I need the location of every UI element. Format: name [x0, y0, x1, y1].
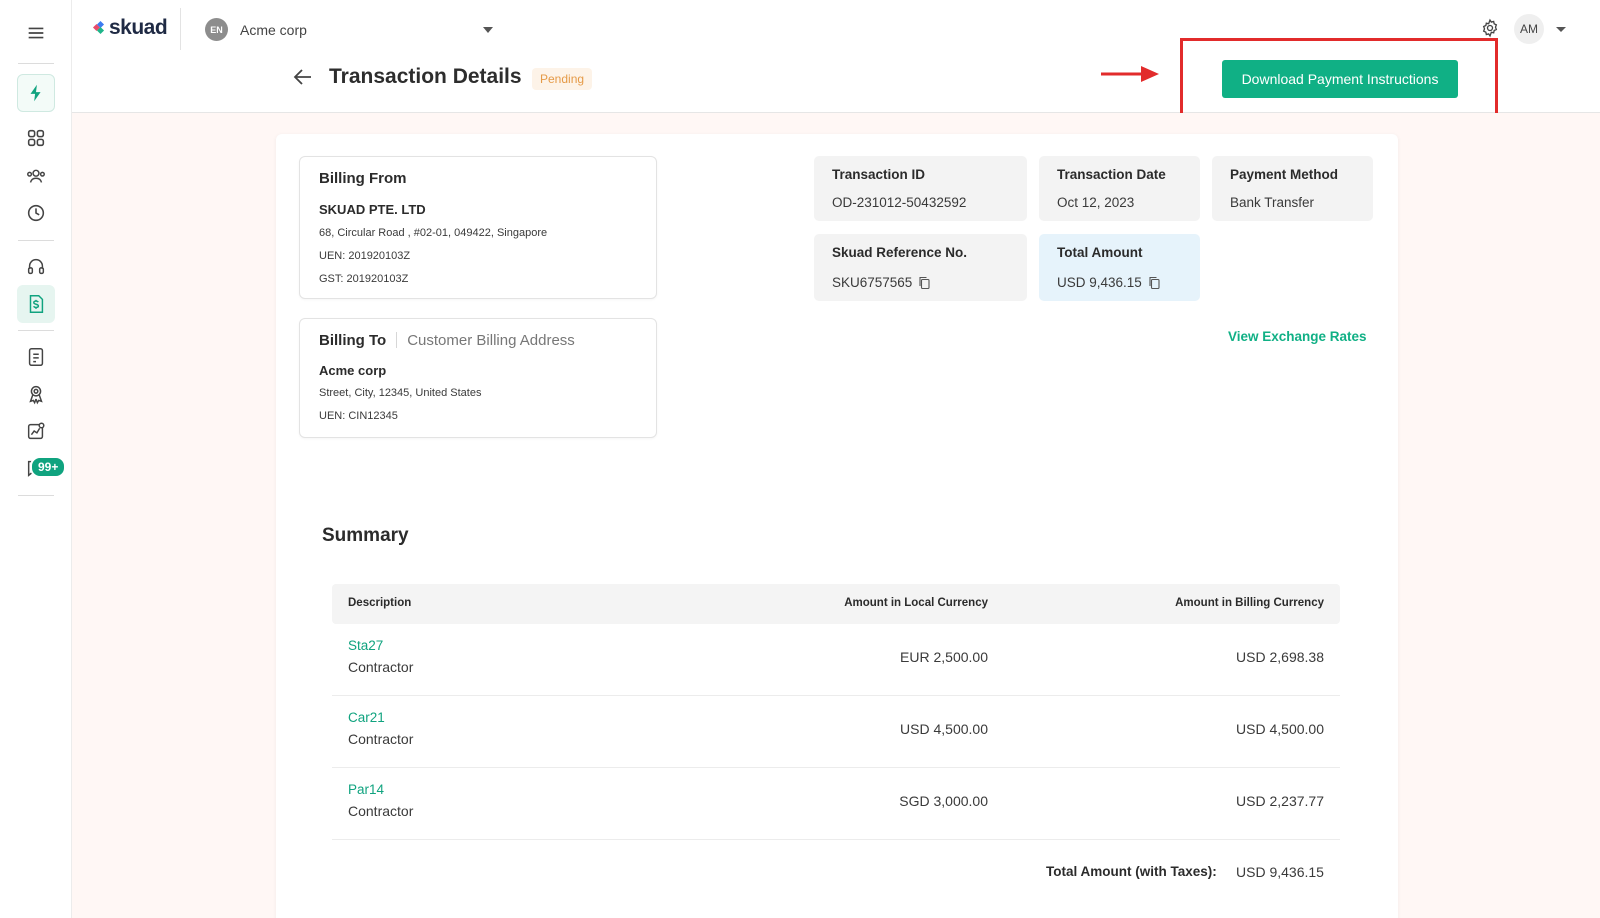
header-billing-currency: Amount in Billing Currency: [1175, 597, 1324, 609]
title-separator: [396, 332, 398, 348]
contractor-type: Contractor: [348, 659, 414, 675]
top-header: skuad EN Acme corp AM Transaction Detail…: [72, 0, 1600, 118]
download-payment-instructions-button[interactable]: Download Payment Instructions: [1222, 60, 1458, 98]
billing-from-title: Billing From: [319, 170, 407, 187]
total-amount-text: USD 9,436.15: [1057, 275, 1142, 290]
people-icon[interactable]: [17, 157, 55, 195]
analytics-icon[interactable]: [17, 412, 55, 450]
page-title: Transaction Details: [329, 65, 522, 88]
total-with-taxes-label: Total Amount (with Taxes):: [1046, 864, 1217, 879]
total-amount-value: USD 9,436.15: [1057, 275, 1160, 290]
contractor-type: Contractor: [348, 731, 414, 747]
skuad-logo[interactable]: skuad: [92, 16, 168, 40]
billing-to-uen: UEN: CIN12345: [319, 410, 398, 422]
table-row: Car21 Contractor USD 4,500.00 USD 4,500.…: [332, 696, 1340, 768]
billing-from-card: Billing From SKUAD PTE. LTD 68, Circular…: [299, 156, 657, 299]
amount-local: USD 4,500.00: [900, 721, 988, 737]
transaction-id-label: Transaction ID: [832, 167, 926, 182]
table-header: Description Amount in Local Currency Amo…: [332, 584, 1340, 624]
chevron-down-icon[interactable]: [1556, 27, 1566, 32]
payment-method-value: Bank Transfer: [1230, 195, 1314, 210]
amount-billing: USD 2,237.77: [1236, 793, 1324, 809]
org-avatar: EN: [205, 18, 228, 41]
view-exchange-rates-link[interactable]: View Exchange Rates: [1228, 329, 1367, 344]
skuad-reference-label: Skuad Reference No.: [832, 245, 968, 260]
contractor-name-link[interactable]: Par14: [348, 782, 385, 797]
dollar-document-icon[interactable]: [17, 285, 55, 323]
sidebar-divider: [18, 330, 54, 331]
chevron-down-icon[interactable]: [483, 27, 493, 33]
contractor-name-link[interactable]: Car21: [348, 710, 385, 725]
skuad-reference-value: SKU6757565: [832, 275, 930, 290]
transaction-id-text: OD-231012-50432592: [832, 195, 967, 210]
amount-local: EUR 2,500.00: [900, 649, 988, 665]
gear-icon[interactable]: [1480, 18, 1500, 38]
headset-icon[interactable]: [17, 248, 55, 286]
billing-from-gst: GST: 201920103Z: [319, 273, 409, 285]
menu-icon[interactable]: [17, 14, 55, 52]
skuad-reference-box: Skuad Reference No. SKU6757565: [814, 234, 1027, 301]
billing-to-heading: Billing To Customer Billing Address: [319, 332, 575, 349]
transaction-id-box: Transaction ID OD-231012-50432592: [814, 156, 1027, 221]
contractor-name-link[interactable]: Sta27: [348, 638, 384, 653]
copy-icon[interactable]: [1148, 276, 1160, 289]
total-amount-label: Total Amount: [1057, 245, 1143, 260]
summary-title: Summary: [322, 525, 409, 546]
total-with-taxes-value: USD 9,436.15: [1236, 864, 1324, 880]
sidebar: 99+: [0, 0, 72, 918]
payment-method-text: Bank Transfer: [1230, 195, 1315, 210]
billing-from-name: SKUAD PTE. LTD: [319, 202, 426, 217]
payment-method-box: Payment Method Bank Transfer: [1212, 156, 1373, 221]
lightning-icon[interactable]: [17, 74, 55, 112]
header-divider: [180, 8, 181, 50]
billing-to-name: Acme corp: [319, 363, 387, 378]
billing-to-subtitle: Customer Billing Address: [407, 332, 575, 349]
report-icon[interactable]: [17, 338, 55, 376]
logo-text: skuad: [109, 16, 168, 39]
user-avatar[interactable]: AM: [1514, 14, 1544, 44]
payment-method-label: Payment Method: [1230, 167, 1339, 182]
header-local-currency: Amount in Local Currency: [844, 597, 988, 609]
table-row: Par14 Contractor SGD 3,000.00 USD 2,237.…: [332, 768, 1340, 840]
copy-icon[interactable]: [918, 276, 930, 289]
org-name: Acme corp: [240, 21, 307, 38]
annotation-arrow-icon: [1101, 66, 1159, 82]
transaction-date-box: Transaction Date Oct 12, 2023: [1039, 156, 1200, 221]
header-description: Description: [348, 597, 412, 609]
transaction-date-value: Oct 12, 2023: [1057, 195, 1134, 210]
amount-local: SGD 3,000.00: [899, 793, 988, 809]
logo-mark-icon: [92, 20, 106, 35]
billing-to-address: Street, City, 12345, United States: [319, 387, 482, 399]
back-arrow-icon[interactable]: [293, 68, 313, 86]
clock-icon[interactable]: [17, 194, 55, 232]
table-row: Sta27 Contractor EUR 2,500.00 USD 2,698.…: [332, 624, 1340, 696]
transaction-date-label: Transaction Date: [1057, 167, 1166, 182]
grid-icon[interactable]: [17, 119, 55, 157]
total-amount-box: Total Amount USD 9,436.15: [1039, 234, 1200, 301]
billing-to-card: Billing To Customer Billing Address Acme …: [299, 318, 657, 438]
billing-from-address: 68, Circular Road , #02-01, 049422, Sing…: [319, 227, 548, 239]
amount-billing: USD 2,698.38: [1236, 649, 1324, 665]
skuad-reference-text: SKU6757565: [832, 275, 913, 290]
award-icon[interactable]: [17, 375, 55, 413]
amount-billing: USD 4,500.00: [1236, 721, 1324, 737]
contractor-type: Contractor: [348, 803, 414, 819]
sidebar-divider: [18, 495, 54, 496]
org-switcher[interactable]: EN Acme corp: [205, 18, 493, 41]
status-badge: Pending: [532, 68, 593, 90]
chat-badge: 99+: [30, 456, 67, 478]
transaction-date-text: Oct 12, 2023: [1057, 195, 1135, 210]
sidebar-divider: [18, 240, 54, 241]
sidebar-divider: [18, 63, 54, 64]
transaction-id-value: OD-231012-50432592: [832, 195, 966, 210]
billing-to-title: Billing To: [319, 332, 387, 349]
billing-from-uen: UEN: 201920103Z: [319, 250, 411, 262]
